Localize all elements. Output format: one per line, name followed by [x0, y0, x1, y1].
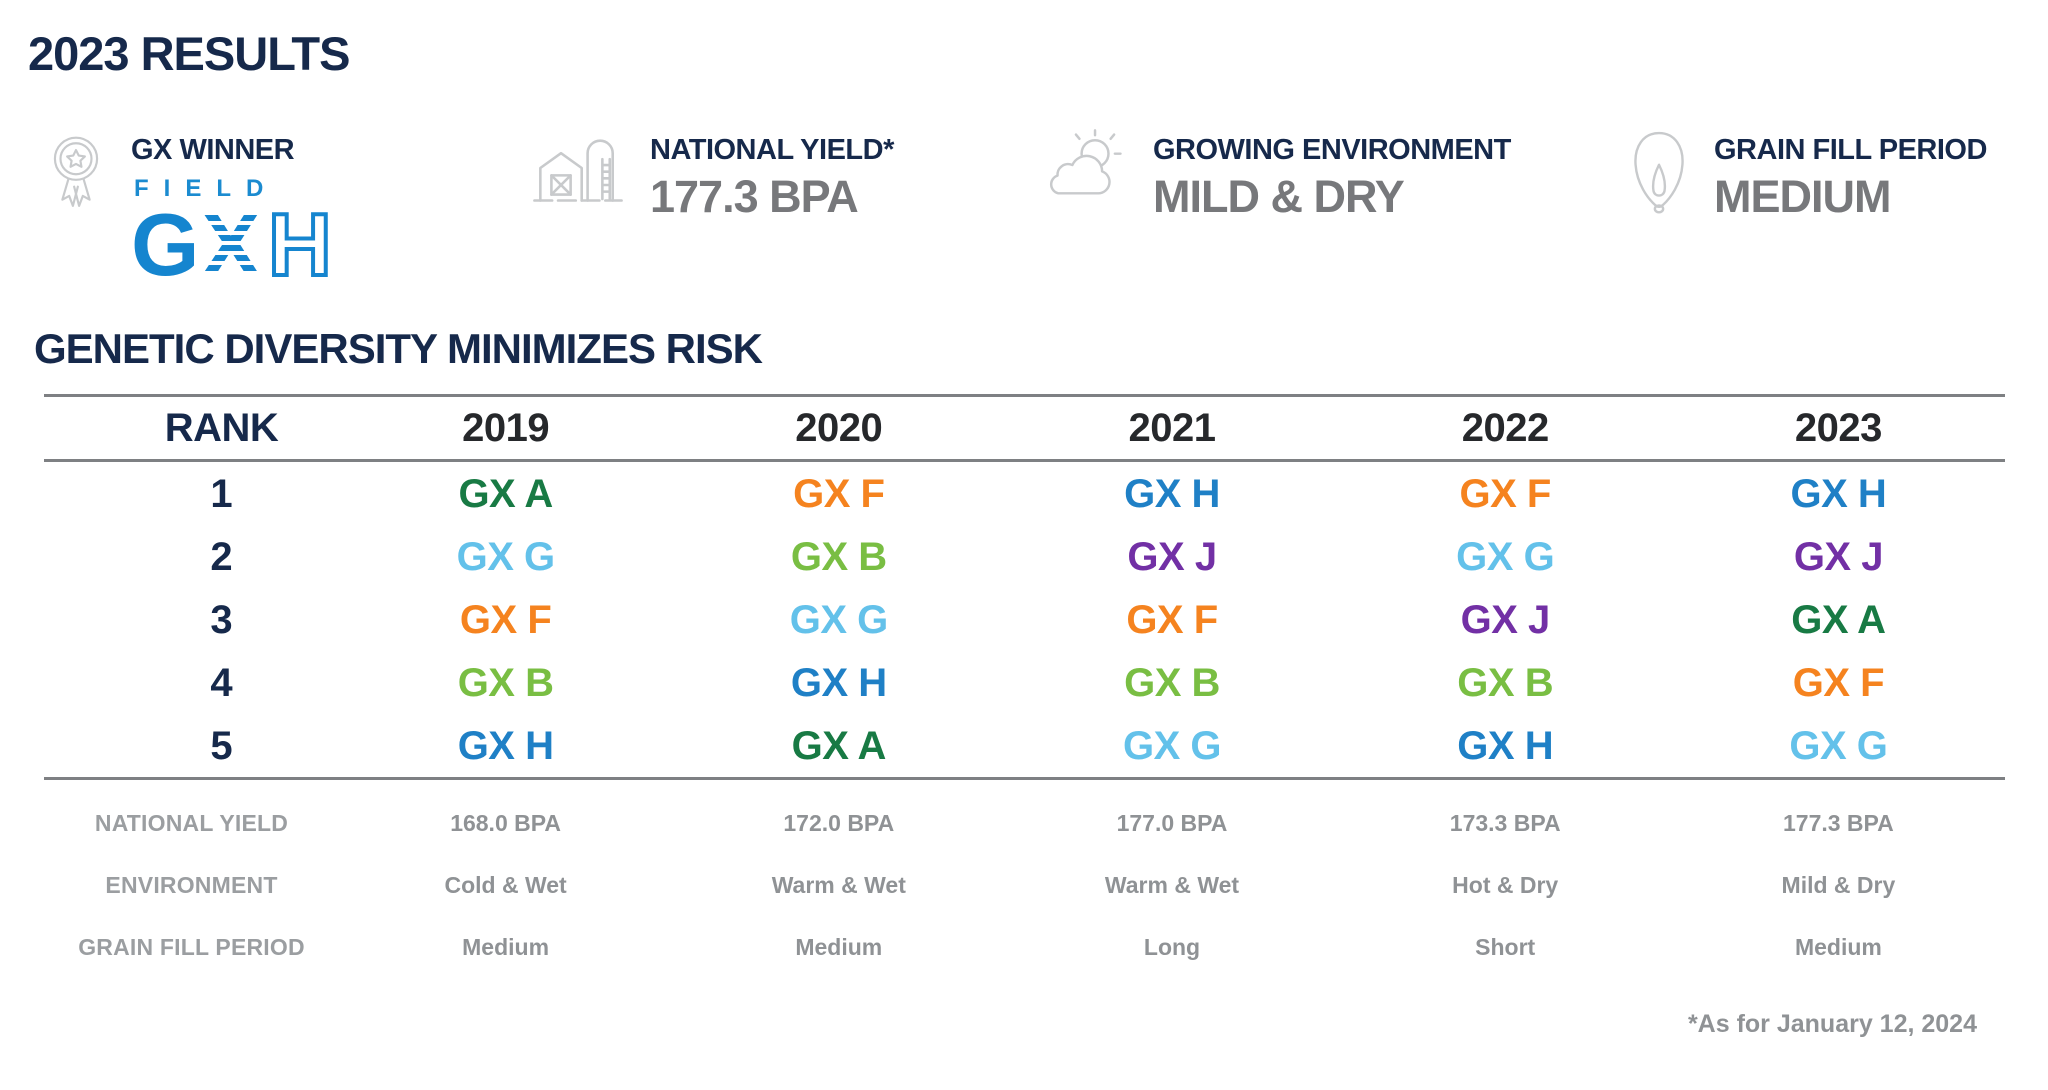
hybrid-cell: GX F — [1126, 597, 1218, 642]
rank-row: 3 GX F GX G GX F GX J GX A — [44, 588, 2005, 651]
info-value-cell: 177.3 BPA — [1782, 809, 1894, 836]
hybrid-cell: GX F — [1792, 660, 1885, 705]
hybrid-cell: GX H — [457, 723, 554, 768]
table-title: GENETIC DIVERSITY MINIMIZES RISK — [34, 325, 763, 372]
hybrid-cell: GX H — [1457, 723, 1554, 768]
hybrid-cell: GX A — [458, 471, 553, 516]
hybrid-cell: GX H — [1124, 471, 1220, 516]
column-header-rank: RANK — [164, 406, 279, 450]
rank-number: 5 — [210, 723, 233, 768]
column-header-year: 2022 — [1461, 406, 1549, 450]
barn-icon — [530, 128, 626, 208]
stat-label: GX WINNER — [131, 134, 295, 166]
hybrid-cell: GX B — [790, 534, 887, 579]
info-value-cell: Warm & Wet — [1104, 871, 1240, 898]
hybrid-cell: GX B — [1124, 660, 1220, 705]
rank-row: 2 GX G GX B GX J GX G GX J — [44, 525, 2005, 588]
column-header-year: 2023 — [1794, 406, 1882, 450]
hybrid-cell: GX J — [1793, 534, 1884, 579]
logo-letter-h: H — [266, 195, 334, 294]
stat-value: MEDIUM — [1714, 171, 1891, 222]
rank-row: 1 GX A GX F GX H GX F GX H — [44, 462, 2005, 525]
hybrid-cell: GX J — [1127, 534, 1217, 579]
rank-number: 1 — [210, 471, 233, 516]
rank-number: 2 — [210, 534, 233, 579]
divider — [44, 394, 2005, 397]
rank-number: 3 — [210, 597, 233, 642]
hybrid-cell: GX G — [789, 597, 889, 642]
info-value-cell: Short — [1475, 933, 1536, 960]
rank-rows: 1 GX A GX F GX H GX F GX H 2 GX G GX B GX J GX G GX… — [44, 462, 2005, 777]
divider — [44, 459, 2005, 462]
stat-grain-fill-period: GRAIN FILL PERIOD MEDIUM — [1628, 128, 1987, 219]
rank-row: 4 GX B GX H GX B GX B GX F — [44, 651, 2005, 714]
logo-letter-x: X — [201, 195, 261, 294]
hybrid-cell: GX B — [1457, 660, 1554, 705]
info-row: NATIONAL YIELD 168.0 BPA 172.0 BPA 177.0 BP… — [44, 792, 2005, 854]
hybrid-cell: GX F — [793, 471, 885, 516]
info-value-cell: Medium — [1794, 933, 1882, 960]
hybrid-cell: GX G — [1789, 723, 1888, 768]
stat-value: MILD & DRY — [1153, 171, 1405, 222]
info-rows: NATIONAL YIELD 168.0 BPA 172.0 BPA 177.0 BP… — [44, 792, 2005, 978]
hybrid-cell: GX A — [1791, 597, 1886, 642]
info-row-label: NATIONAL YIELD — [94, 809, 289, 836]
divider — [44, 777, 2005, 780]
stat-label: NATIONAL YIELD* — [650, 134, 894, 166]
info-value-cell: 168.0 BPA — [450, 809, 561, 836]
footnote: *As for January 12, 2024 — [1687, 1010, 1977, 1038]
stat-label: GROWING ENVIRONMENT — [1153, 134, 1511, 166]
info-value-cell: Medium — [462, 933, 550, 960]
logo-letter-g: G — [131, 195, 200, 294]
hybrid-cell: GX G — [1456, 534, 1555, 579]
stat-label: GRAIN FILL PERIOD — [1714, 134, 1987, 166]
column-header-year: 2021 — [1128, 406, 1216, 450]
hybrid-cell: GX F — [459, 597, 552, 642]
info-value-cell: Long — [1143, 933, 1201, 960]
info-row-label: ENVIRONMENT — [105, 871, 278, 898]
stat-gx-winner: GX WINNER FIELD G X H — [45, 128, 334, 294]
info-row: ENVIRONMENT Cold & Wet Warm & Wet Warm & We… — [44, 854, 2005, 916]
hybrid-cell: GX H — [790, 660, 887, 705]
hybrid-cell: GX H — [1790, 471, 1887, 516]
column-header-year: 2019 — [462, 406, 550, 450]
rank-number: 4 — [210, 660, 233, 705]
info-value-cell: Hot & Dry — [1452, 871, 1559, 898]
rank-row: 5 GX H GX A GX G GX H GX G — [44, 714, 2005, 777]
hybrid-cell: GX J — [1460, 597, 1551, 642]
genetic-diversity-table: RANK 2019 2020 2021 2022 2023 1 GX A GX F GX H GX… — [44, 394, 2005, 1039]
stat-value: 177.3 BPA — [650, 171, 859, 222]
page-title: 2023 RESULTS — [28, 27, 350, 80]
hybrid-cell: GX A — [791, 723, 887, 768]
column-header-year: 2020 — [795, 406, 883, 450]
corn-kernel-icon — [1628, 128, 1690, 216]
info-row: GRAIN FILL PERIOD Medium Medium Long Short Me… — [44, 916, 2005, 978]
award-ribbon-icon — [45, 128, 107, 218]
info-value-cell: 172.0 BPA — [783, 809, 895, 836]
info-value-cell: Mild & Dry — [1781, 871, 1896, 898]
hybrid-cell: GX G — [1122, 723, 1222, 768]
hybrid-cell: GX F — [1459, 471, 1552, 516]
hybrid-cell: GX G — [456, 534, 556, 579]
info-value-cell: Cold & Wet — [444, 871, 567, 898]
hybrid-cell: GX B — [457, 660, 554, 705]
field-gx-logo: FIELD G X H — [131, 175, 334, 294]
table-header-row: RANK 2019 2020 2021 2022 2023 — [44, 397, 2005, 459]
stat-growing-environment: GROWING ENVIRONMENT MILD & DRY — [1037, 128, 1511, 219]
info-value-cell: Medium — [795, 933, 883, 960]
info-value-cell: 177.0 BPA — [1116, 809, 1228, 836]
stat-national-yield: NATIONAL YIELD* 177.3 BPA — [530, 128, 894, 219]
info-value-cell: Warm & Wet — [771, 871, 906, 898]
info-value-cell: 173.3 BPA — [1449, 809, 1561, 836]
info-row-label: GRAIN FILL PERIOD — [78, 933, 305, 960]
cloud-sun-icon — [1037, 128, 1129, 202]
logo-field-text: FIELD — [134, 175, 279, 202]
